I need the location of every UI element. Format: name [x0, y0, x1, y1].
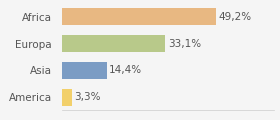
Text: 3,3%: 3,3%: [74, 92, 101, 102]
Bar: [62, 62, 107, 79]
Text: 33,1%: 33,1%: [168, 39, 201, 48]
Text: 49,2%: 49,2%: [218, 12, 251, 22]
Text: 14,4%: 14,4%: [109, 66, 142, 75]
Bar: [62, 8, 216, 25]
Bar: [62, 35, 165, 52]
Bar: [62, 89, 72, 106]
